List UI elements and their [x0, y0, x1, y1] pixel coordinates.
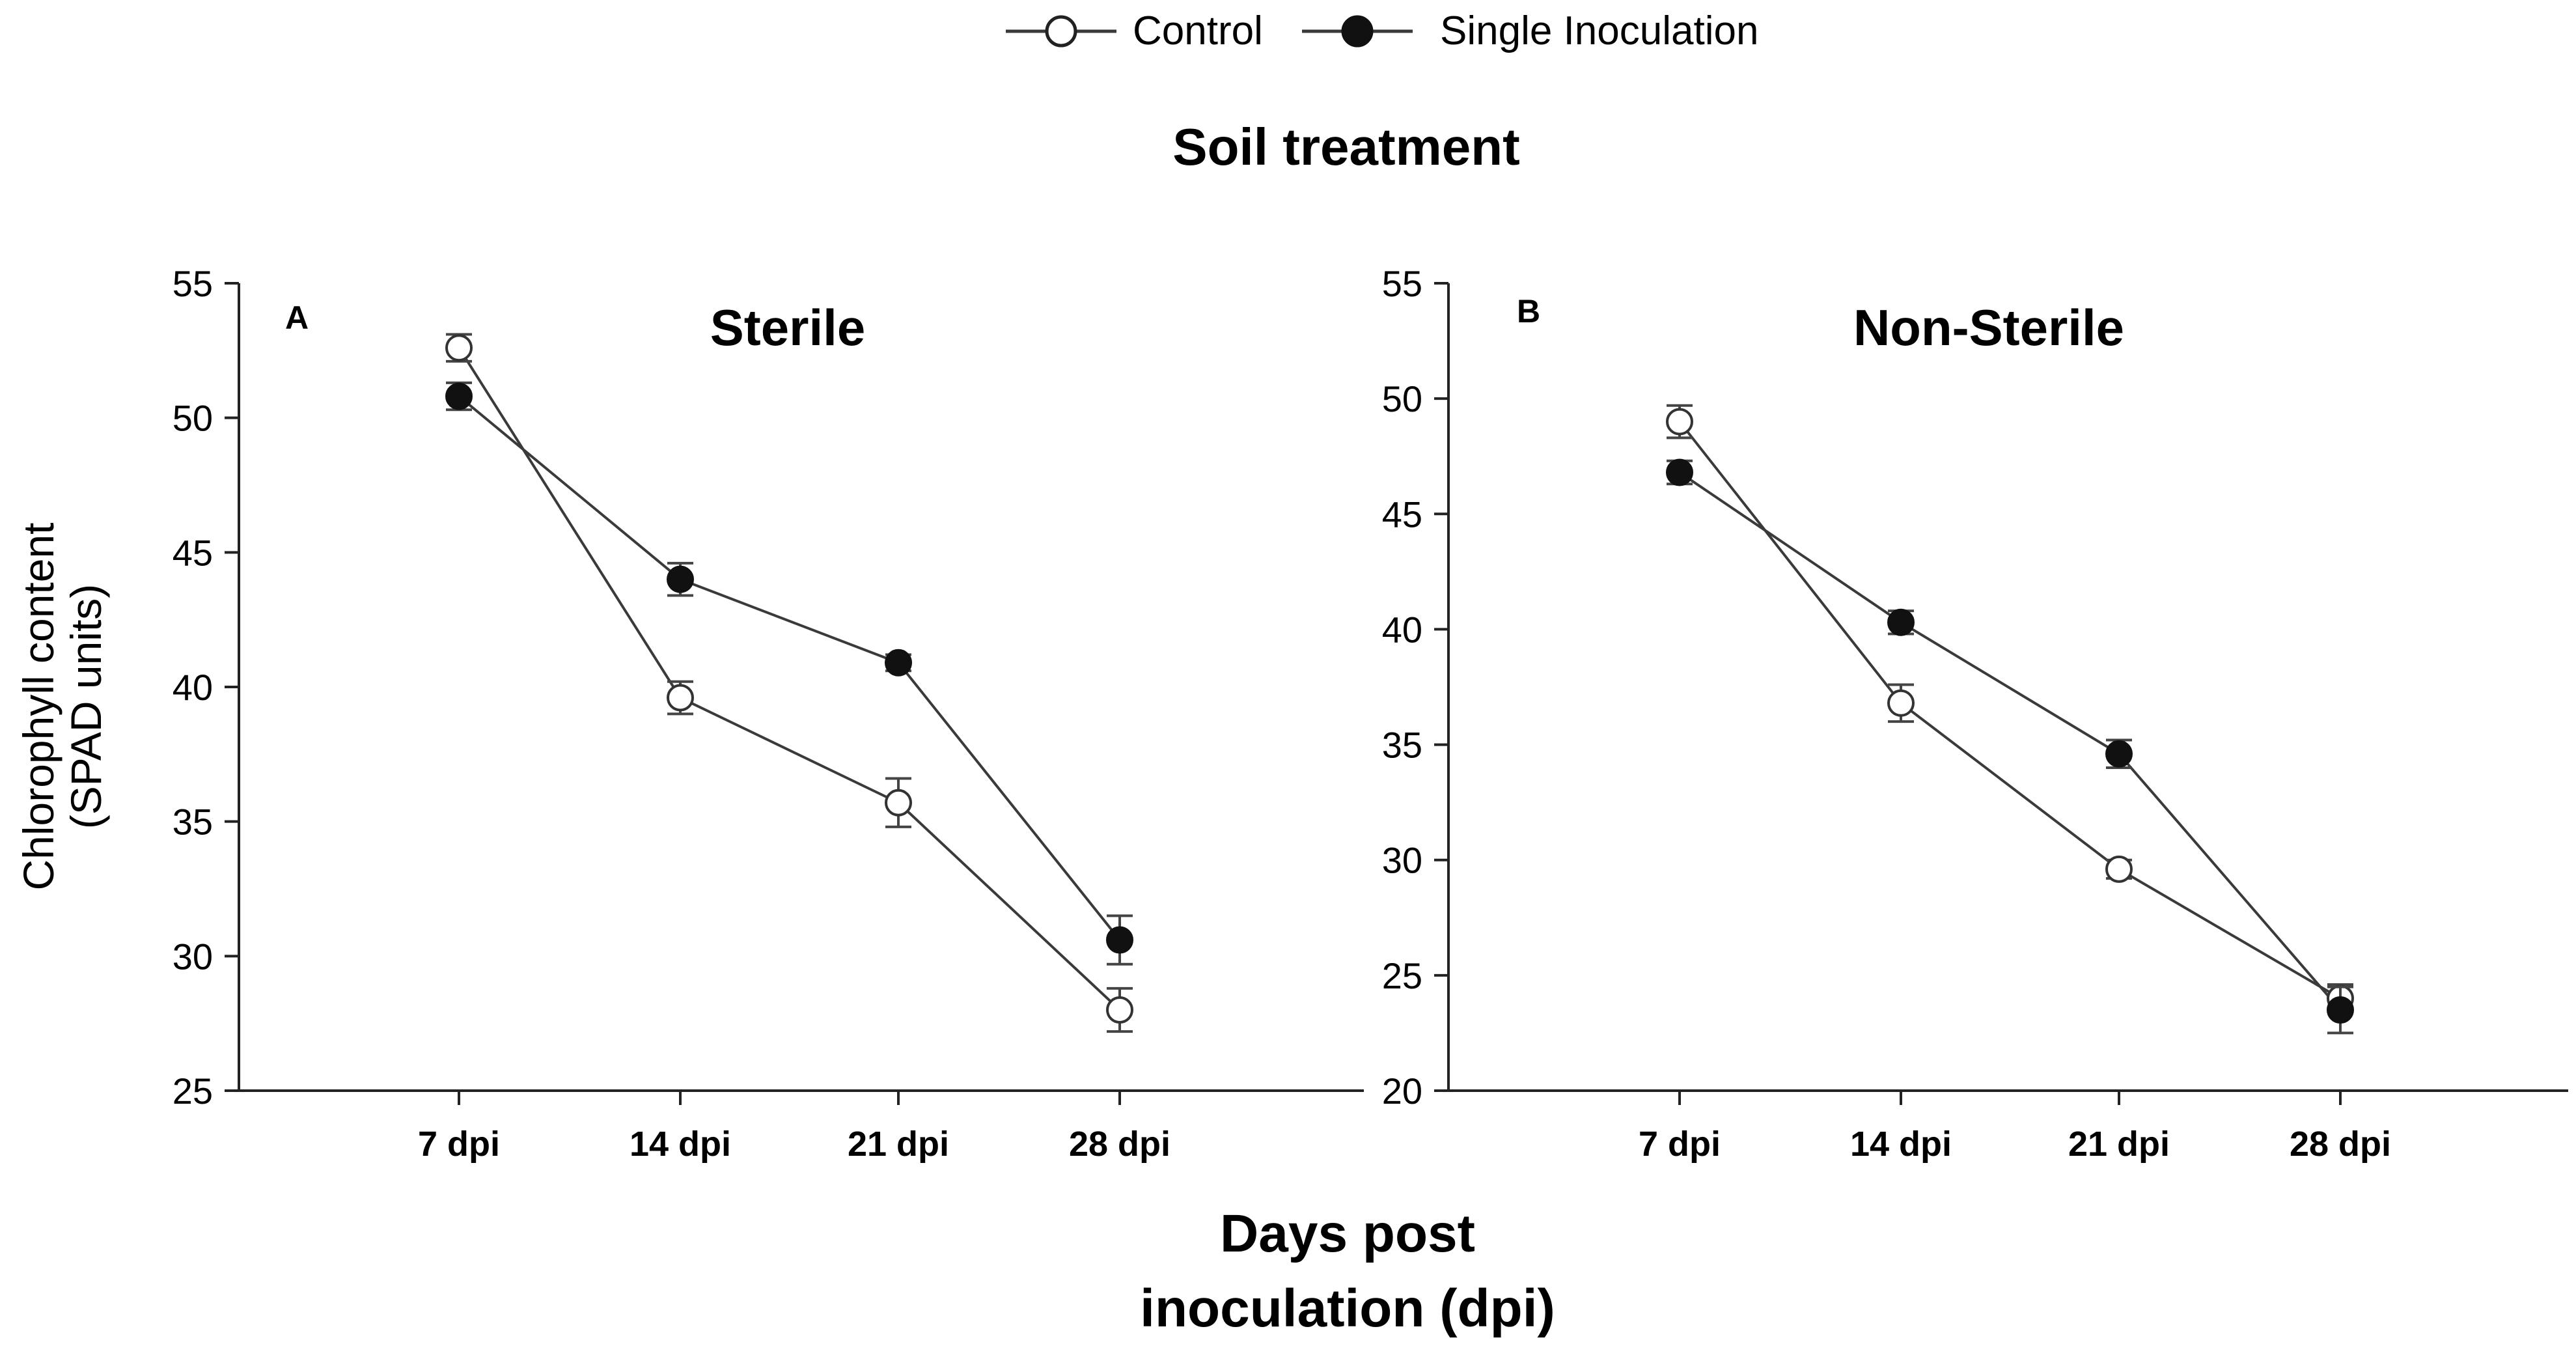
legend-single-inoculation-label: Single Inoculation [1440, 8, 1758, 53]
data-point-single-inoculation [2105, 740, 2133, 768]
panel-title: Non-Sterile [1853, 299, 2124, 356]
data-point-control [1887, 689, 1915, 717]
data-point-control [445, 334, 473, 362]
panel-label: A [285, 300, 309, 336]
panel-title: Sterile [710, 299, 865, 356]
x-tick-label: 14 dpi [630, 1125, 731, 1164]
y-tick-label: 50 [173, 398, 213, 439]
y-tick-label: 20 [1382, 1070, 1422, 1112]
data-point-control [885, 789, 912, 817]
y-tick-label: 45 [173, 532, 213, 573]
data-point-control [667, 684, 694, 712]
x-tick-label: 28 dpi [2290, 1125, 2391, 1164]
data-point-control [2105, 855, 2133, 883]
series-line-control [1678, 421, 2342, 1000]
series-line-single-inoculation [1678, 471, 2342, 1011]
data-point-single-inoculation [445, 382, 473, 410]
x-tick-label: 28 dpi [1069, 1125, 1170, 1164]
y-axis-label-line2: (SPAD units) [62, 584, 110, 830]
y-tick-label: 30 [173, 936, 213, 977]
legend-control-label: Control [1133, 8, 1263, 53]
x-axis-label-line1: Days post [1220, 1204, 1475, 1263]
y-tick-label: 25 [173, 1070, 213, 1112]
y-tick-label: 35 [173, 802, 213, 843]
y-tick-label: 50 [1382, 378, 1422, 419]
series-line-control [458, 347, 1121, 1011]
data-point-single-inoculation [1887, 608, 1915, 636]
legend-entry-single-inoculation: Single Inoculation [1302, 8, 1758, 53]
data-point-single-inoculation [1666, 458, 1693, 486]
x-axis-label-line2: inoculation (dpi) [1140, 1279, 1555, 1338]
y-tick-label: 30 [1382, 840, 1422, 881]
data-point-single-inoculation [667, 565, 694, 593]
panel-label: B [1517, 293, 1540, 329]
legend: Control Single Inoculation [1006, 8, 1758, 53]
figure-title: Soil treatment [1172, 118, 1519, 176]
data-point-single-inoculation [1106, 926, 1133, 954]
y-tick-label: 55 [173, 263, 213, 304]
y-tick-label: 40 [1382, 609, 1422, 650]
y-tick-label: 45 [1382, 494, 1422, 535]
y-tick-label: 40 [173, 667, 213, 708]
panel-b: 20 25 30 35 40 45 50 55 7 dpi 14 dpi 21 dpi 28 dpi B… [1382, 263, 2568, 1164]
x-tick-label: 21 dpi [2068, 1125, 2170, 1164]
legend-entry-control: Control [1006, 8, 1263, 53]
series-line-single-inoculation [458, 395, 1121, 941]
x-tick-label: 7 dpi [418, 1125, 500, 1164]
y-tick-label: 25 [1382, 955, 1422, 996]
y-axis-label-line1: Chlorophyll content [14, 523, 62, 891]
data-point-control [1106, 996, 1133, 1024]
data-point-control [1666, 408, 1693, 436]
y-tick-label: 55 [1382, 263, 1422, 304]
legend-control-marker [1045, 15, 1077, 48]
legend-single-inoculation-marker [1341, 15, 1374, 48]
panel-a: 25 30 35 40 45 50 55 7 dpi 14 dpi 21 dpi 28 dpi A St… [173, 263, 1364, 1164]
x-tick-label: 7 dpi [1639, 1125, 1721, 1164]
x-tick-label: 14 dpi [1850, 1125, 1952, 1164]
data-point-single-inoculation [2327, 996, 2354, 1024]
y-tick-label: 35 [1382, 725, 1422, 766]
x-tick-label: 21 dpi [848, 1125, 949, 1164]
data-point-single-inoculation [885, 649, 912, 677]
